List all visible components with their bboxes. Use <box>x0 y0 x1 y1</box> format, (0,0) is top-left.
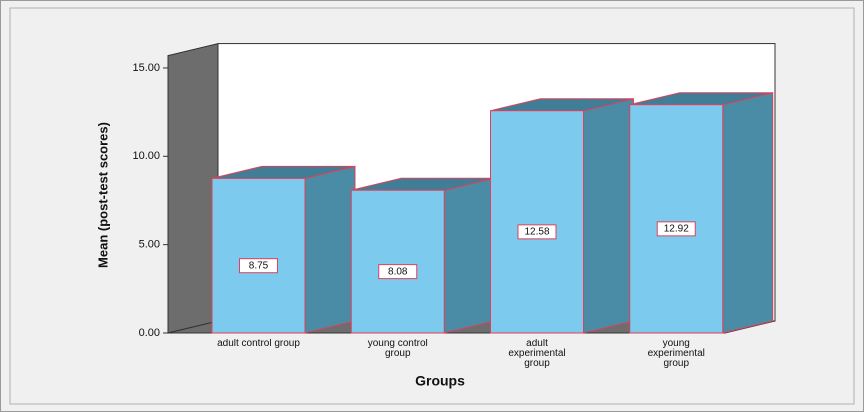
value-label-box <box>378 264 418 280</box>
bar-side <box>583 98 634 334</box>
x-tick-label-box: adult experimental group <box>508 339 566 369</box>
bar <box>211 177 306 334</box>
y-tick-label: 0.00 <box>139 327 160 339</box>
y-tick-label: 5.00 <box>139 239 160 251</box>
y-tick-label: 10.00 <box>132 150 160 162</box>
bar <box>350 189 445 334</box>
value-label: 8.75 <box>249 260 269 271</box>
x-tick-label: adult experimental group <box>508 339 566 369</box>
value-label: 12.92 <box>664 223 689 234</box>
y-axis-title: Mean (post-test scores) <box>95 122 110 268</box>
x-tick-label: adult control group <box>217 339 300 349</box>
value-label-box <box>656 221 696 237</box>
x-tick-label-box: young control group <box>367 339 428 359</box>
bar-side <box>722 92 774 334</box>
value-label: 8.08 <box>388 266 408 277</box>
value-label-box <box>239 258 278 274</box>
x-axis-title: Groups <box>415 373 465 389</box>
value-label: 12.58 <box>524 226 549 237</box>
x-tick-label-box: young experimental group <box>647 339 705 369</box>
x-tick-label: young control group <box>367 339 428 359</box>
bar-side <box>443 177 495 334</box>
x-tick-label-box: adult control group <box>217 339 300 349</box>
bar <box>629 104 724 334</box>
y-tick-label: 15.00 <box>132 62 160 74</box>
bar <box>490 110 584 334</box>
left-wall <box>167 42 219 334</box>
bar-side <box>304 165 356 334</box>
x-tick-label: young experimental group <box>647 339 705 369</box>
value-label-box <box>517 224 557 240</box>
